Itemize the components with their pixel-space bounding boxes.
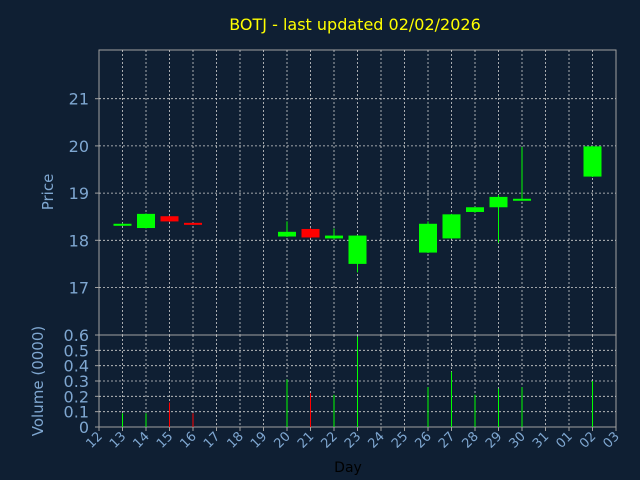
volume-tick-label: 0.2 [64,387,89,406]
candle-16 [184,222,202,225]
volume-tick-label: 0.6 [64,326,89,345]
candle-body [278,231,296,237]
x-tick-label: 24 [366,429,388,451]
price-panel: 17 18 19 20 21 [69,49,617,336]
candle-body [301,228,320,238]
x-tick-label: 23 [342,429,364,451]
x-tick-label: 20 [272,429,294,451]
x-tick-label: 31 [530,429,552,451]
x-tick-label: 01 [554,429,576,451]
candle-body [513,198,531,201]
candle-body [583,146,602,177]
candle-23 [348,235,367,273]
candle-body [160,216,179,222]
day-axis-label: Day [334,460,362,476]
candle-22 [325,228,343,240]
volume-tick-label: 0.5 [64,341,89,360]
candle-body [348,235,367,264]
candle-body [466,207,484,212]
candle-26 [419,221,437,254]
price-axis-label: Price [39,174,57,211]
x-tick-label: 18 [225,429,247,451]
price-tick-label: 17 [69,279,89,298]
x-tick-label: 29 [483,429,505,451]
candle-30 [513,146,531,201]
x-tick-label: 15 [154,429,176,451]
candle-body [325,235,343,239]
volume-tick-label: 0.1 [64,403,89,422]
candle-02 [583,145,602,178]
x-tick-label: 02 [577,429,599,451]
x-tick-label: 22 [319,429,341,451]
candle-27 [442,213,461,239]
volume-tick-label: 0 [79,418,89,437]
price-tick-label: 18 [69,231,89,250]
x-tick-label: 30 [507,429,529,451]
price-plot-frame [98,49,617,336]
volume-tick-label: 0.4 [64,357,89,376]
x-tick-label: 21 [295,429,317,451]
price-tick-label: 20 [69,137,89,156]
x-tick-label: 26 [413,429,435,451]
candle-29 [489,194,508,243]
candle-21 [301,228,320,238]
x-tick-label: 17 [201,429,223,451]
x-tick-label: 27 [436,429,458,451]
x-tick-label: 14 [131,429,153,451]
volume-tick-label: 0.3 [64,372,89,391]
candle-body [113,223,132,226]
candle-body [137,213,155,229]
price-tick-label: 19 [69,184,89,203]
chart-title: BOTJ - last updated 02/02/2026 [229,15,481,34]
candle-body [419,223,437,253]
candle-20 [278,221,296,237]
candle-15 [160,215,179,222]
candle-body [442,214,461,239]
candle-body [184,222,202,225]
candle-body [489,196,508,208]
candle-28 [466,206,484,213]
x-tick-label: 03 [601,429,623,451]
x-tick-label: 19 [248,429,270,451]
x-tick-label: 28 [460,429,482,451]
x-tick-label: 13 [107,429,129,451]
candle-14 [137,213,155,229]
candle-13 [113,223,132,226]
volume-panel: 12 13 14 15 16 17 18 19 20 21 22 23 24 25 26 27 28 29 30 31… [64,326,623,452]
x-tick-label: 16 [178,429,200,451]
volume-axis-label: Volume (0000) [29,326,47,436]
price-tick-label: 21 [69,90,89,109]
x-tick-label: 25 [389,429,411,451]
